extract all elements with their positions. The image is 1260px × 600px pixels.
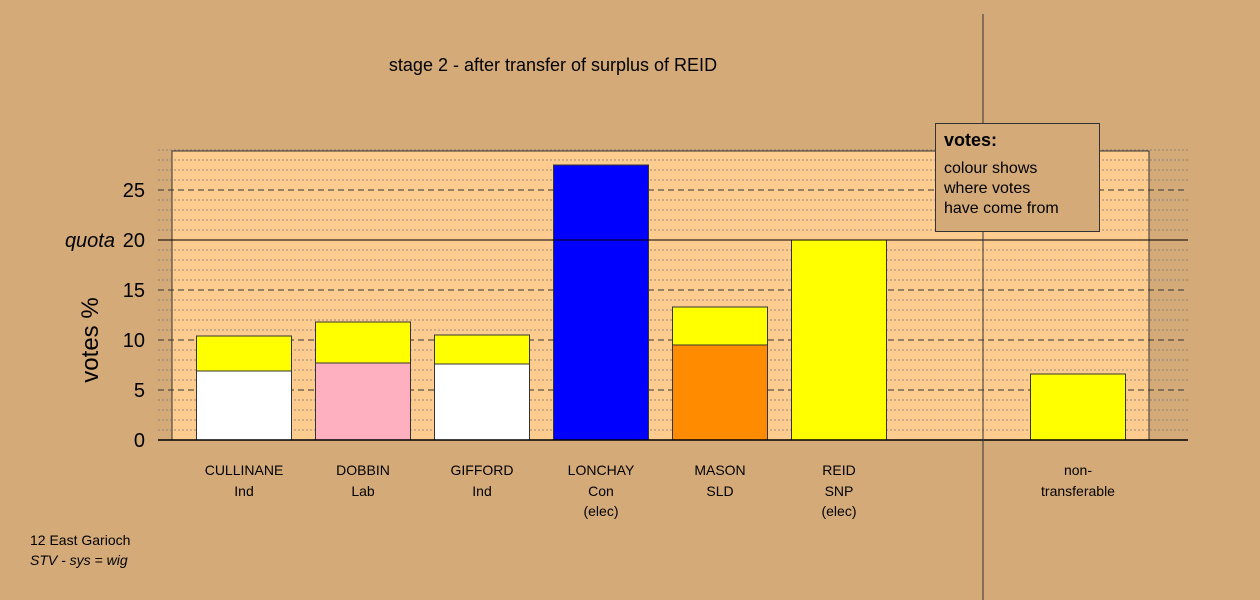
bar-reid-segment xyxy=(791,239,887,441)
bar-mason-segment xyxy=(672,344,768,441)
y-tick-label: 20 xyxy=(123,230,145,252)
candidate-name-label: MASON xyxy=(694,462,745,478)
candidate-name-label: GIFFORD xyxy=(451,462,514,478)
ward-name: 12 East Garioch xyxy=(30,532,131,548)
y-tick-label: 15 xyxy=(123,280,145,302)
legend-title: votes: xyxy=(944,130,998,150)
bars xyxy=(196,164,1126,441)
nontransferable-label: non- xyxy=(1064,462,1092,478)
elected-label: (elec) xyxy=(821,503,856,519)
party-label: SLD xyxy=(706,483,733,499)
y-axis-label: votes % xyxy=(77,297,104,382)
candidate-name-label: LONCHAY xyxy=(568,462,635,478)
system-label: STV - sys = wig xyxy=(30,552,128,568)
party-label: Ind xyxy=(234,483,253,499)
elected-label: (elec) xyxy=(583,503,618,519)
legend-line: colour shows xyxy=(944,160,1038,177)
bar-gifford-segment xyxy=(434,363,530,441)
legend-line: have come from xyxy=(944,200,1059,217)
chart-title: stage 2 - after transfer of surplus of R… xyxy=(389,55,717,75)
footer: 12 East Garioch STV - sys = wig xyxy=(30,530,130,570)
legend: votes: colour shows where votes have com… xyxy=(935,123,1100,232)
bar-dobbin-segment xyxy=(315,362,411,441)
bar-gifford-segment xyxy=(434,334,530,365)
candidate-name-label: DOBBIN xyxy=(336,462,390,478)
y-tick-label: 25 xyxy=(123,180,145,202)
bar-lonchay-segment xyxy=(553,164,649,441)
y-tick-label: 5 xyxy=(134,380,145,402)
bar-cullinane-segment xyxy=(196,335,292,372)
bar-cullinane-segment xyxy=(196,370,292,441)
nontransferable-label: transferable xyxy=(1041,483,1115,499)
y-tick-label: 10 xyxy=(123,330,145,352)
y-tick-label: 0 xyxy=(134,430,145,452)
party-label: SNP xyxy=(825,483,854,499)
candidate-name-label: REID xyxy=(822,462,855,478)
x-tick-labels: CULLINANE Ind DOBBIN Lab GIFFORD Ind LONCHAY Co… xyxy=(205,462,1115,519)
bar-nontransferable-segment xyxy=(1030,373,1126,441)
quota-label: quota xyxy=(65,230,115,252)
bar-mason-segment xyxy=(672,306,768,346)
y-tick-labels: 0 5 10 15 20 25 xyxy=(123,180,145,452)
bar-dobbin-segment xyxy=(315,321,411,364)
party-label: Con xyxy=(588,483,614,499)
candidate-name-label: CULLINANE xyxy=(205,462,284,478)
party-label: Lab xyxy=(351,483,375,499)
legend-line: where votes xyxy=(944,180,1031,197)
party-label: Ind xyxy=(472,483,491,499)
